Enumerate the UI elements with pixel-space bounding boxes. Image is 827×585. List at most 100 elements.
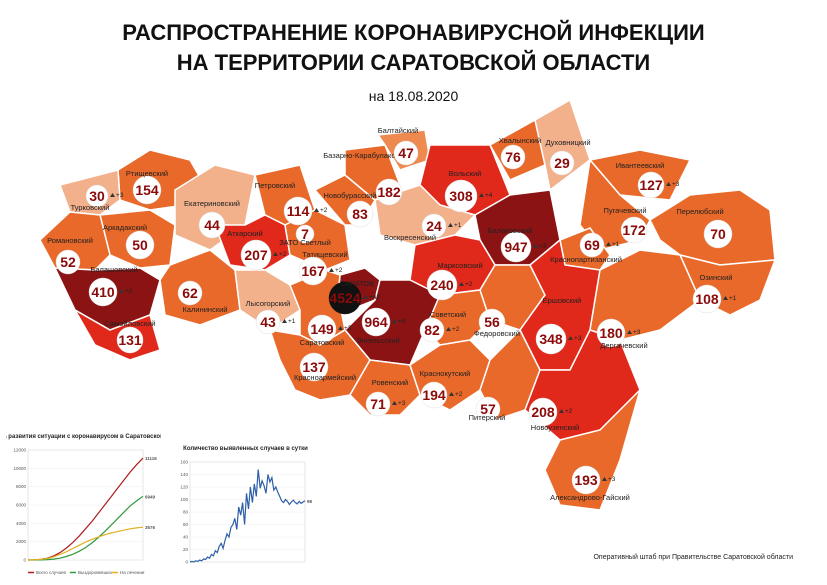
- district-38-up-arrow-icon: [559, 409, 564, 413]
- district-31-up-arrow-icon: [723, 296, 728, 300]
- district-10-value: 7: [301, 226, 309, 242]
- district-6-marker[interactable]: 44 Екатериновский: [184, 199, 240, 239]
- district-9-delta: +2: [279, 251, 287, 258]
- district-27-marker[interactable]: 964 Энгельсский +8: [356, 307, 406, 345]
- district-28-up-arrow-icon: [446, 327, 451, 331]
- district-33-circle: [307, 314, 337, 344]
- district-17-marker[interactable]: 308 Вольский +4: [444, 169, 493, 213]
- district-23-marker[interactable]: 172 Пугачевский: [603, 206, 648, 244]
- district-11-marker[interactable]: 167 Татищевский +2: [298, 250, 348, 286]
- district-12-marker[interactable]: 43 Лысогорский +1: [246, 299, 296, 335]
- district-20-circle: [637, 171, 665, 199]
- district-26-value: 240: [430, 277, 454, 293]
- district-19-shape[interactable]: [534, 98, 591, 192]
- y-tick-label: 2000: [16, 539, 27, 544]
- district-39-marker[interactable]: 193 Александрово-Гайский +3: [550, 465, 630, 502]
- district-18-name: Хвалынский: [499, 136, 541, 145]
- district-20-up-arrow-icon: [666, 182, 671, 186]
- district-39-circle: [571, 465, 601, 495]
- district-39-shape[interactable]: [544, 387, 642, 511]
- district-18-marker[interactable]: 76 Хвалынский: [499, 136, 541, 170]
- district-13-marker[interactable]: 4524 САРАТОВ +42: [328, 279, 380, 315]
- series-end-label-2: 3576: [145, 525, 156, 530]
- legend-label-1: Выздоровевших: [78, 570, 113, 575]
- district-9-marker[interactable]: 207 Аткарский +2: [227, 229, 287, 271]
- district-35-marker[interactable]: 71 Ровенский +3: [365, 378, 408, 417]
- district-35-up-arrow-icon: [392, 401, 397, 405]
- district-31-name: Озинский: [699, 273, 732, 282]
- district-8-marker[interactable]: 114 Петровский +2: [255, 181, 328, 226]
- district-4-up-arrow-icon: [119, 289, 124, 293]
- district-32-up-arrow-icon: [627, 330, 632, 334]
- district-14-marker[interactable]: 83 Новобурасский: [324, 191, 377, 228]
- cumulative-chart: Динамика развития ситуации с коронавирус…: [6, 433, 161, 575]
- district-10-circle: [295, 224, 315, 244]
- district-3-marker[interactable]: 52 Романовский: [47, 236, 93, 275]
- district-2-marker[interactable]: 50 Аркадакский: [103, 223, 155, 260]
- district-30-marker[interactable]: 348 Ершовский +3: [535, 296, 582, 355]
- district-1-value: 30: [89, 188, 105, 204]
- district-33-name: Саратовский: [300, 338, 345, 347]
- district-35-delta: +3: [398, 400, 406, 407]
- legend-label-0: Всего случаев: [36, 570, 67, 575]
- district-12-delta: +1: [288, 318, 296, 325]
- district-38-marker[interactable]: 208 Новоузенский +2: [528, 397, 579, 432]
- district-36-name: Краснокутский: [420, 369, 471, 378]
- district-27-name: Энгельсский: [356, 336, 399, 345]
- district-26-marker[interactable]: 240 Марксовский +2: [426, 261, 483, 301]
- district-36-up-arrow-icon: [449, 392, 454, 396]
- district-2-value: 50: [132, 237, 148, 253]
- y-tick-label: 4000: [16, 521, 27, 526]
- district-29-circle: [478, 308, 506, 336]
- district-9-circle: [240, 239, 272, 271]
- district-11-value: 167: [301, 263, 325, 279]
- district-28-marker[interactable]: 82 Советский +2: [419, 310, 466, 343]
- district-25-name: Краснопартизанский: [550, 255, 622, 264]
- district-11-circle: [298, 256, 328, 286]
- district-16-marker[interactable]: 47 Балтайский: [378, 126, 419, 166]
- district-7-marker[interactable]: 62 Калининский: [177, 280, 228, 314]
- y-tick-label: 120: [180, 485, 188, 490]
- district-8-circle: [283, 196, 313, 226]
- district-11-delta: +2: [335, 267, 343, 274]
- district-6-name: Екатериновский: [184, 199, 240, 208]
- district-34-name: Красноармейский: [294, 373, 356, 382]
- district-3-circle: [55, 249, 81, 275]
- district-11-shape[interactable]: [284, 209, 351, 271]
- district-36-marker[interactable]: 194 Краснокутский +2: [420, 369, 471, 409]
- district-0-marker[interactable]: 154 Ртищевский: [126, 169, 168, 205]
- district-15-marker[interactable]: 182 Базарно-Карабулакский: [323, 151, 407, 206]
- district-19-marker[interactable]: 29 Духовницкий: [545, 138, 591, 176]
- district-28-delta: +2: [452, 326, 460, 333]
- district-16-circle: [393, 140, 419, 166]
- district-25-delta: +1: [612, 241, 620, 248]
- district-20-marker[interactable]: 127 Ивантеевский +3: [616, 161, 680, 199]
- district-23-name: Пугачевский: [603, 206, 646, 215]
- district-15-name: Базарно-Карабулакский: [323, 151, 407, 160]
- district-24-marker[interactable]: 70 Перелюбский: [676, 207, 733, 249]
- district-0-circle: [132, 175, 162, 205]
- district-25-marker[interactable]: 69 Краснопартизанский +1: [550, 232, 622, 264]
- district-22-marker[interactable]: 947 Балаковский +3: [488, 226, 547, 263]
- y-tick-label: 20: [183, 547, 189, 552]
- district-26-up-arrow-icon: [459, 282, 464, 286]
- district-4-marker[interactable]: 410 Балашовский +2: [88, 265, 138, 307]
- district-7-name: Калининский: [183, 305, 228, 314]
- district-14-circle: [346, 200, 374, 228]
- district-31-shape[interactable]: [678, 253, 777, 316]
- district-21-shape[interactable]: [374, 184, 477, 246]
- district-5-marker[interactable]: 131 Самойловский: [104, 319, 156, 354]
- district-19-value: 29: [554, 155, 570, 171]
- y-tick-label: 8000: [16, 484, 27, 489]
- y-tick-label: 40: [183, 535, 189, 540]
- district-31-marker[interactable]: 108 Озинский +1: [692, 273, 737, 314]
- district-33-up-arrow-icon: [338, 326, 343, 330]
